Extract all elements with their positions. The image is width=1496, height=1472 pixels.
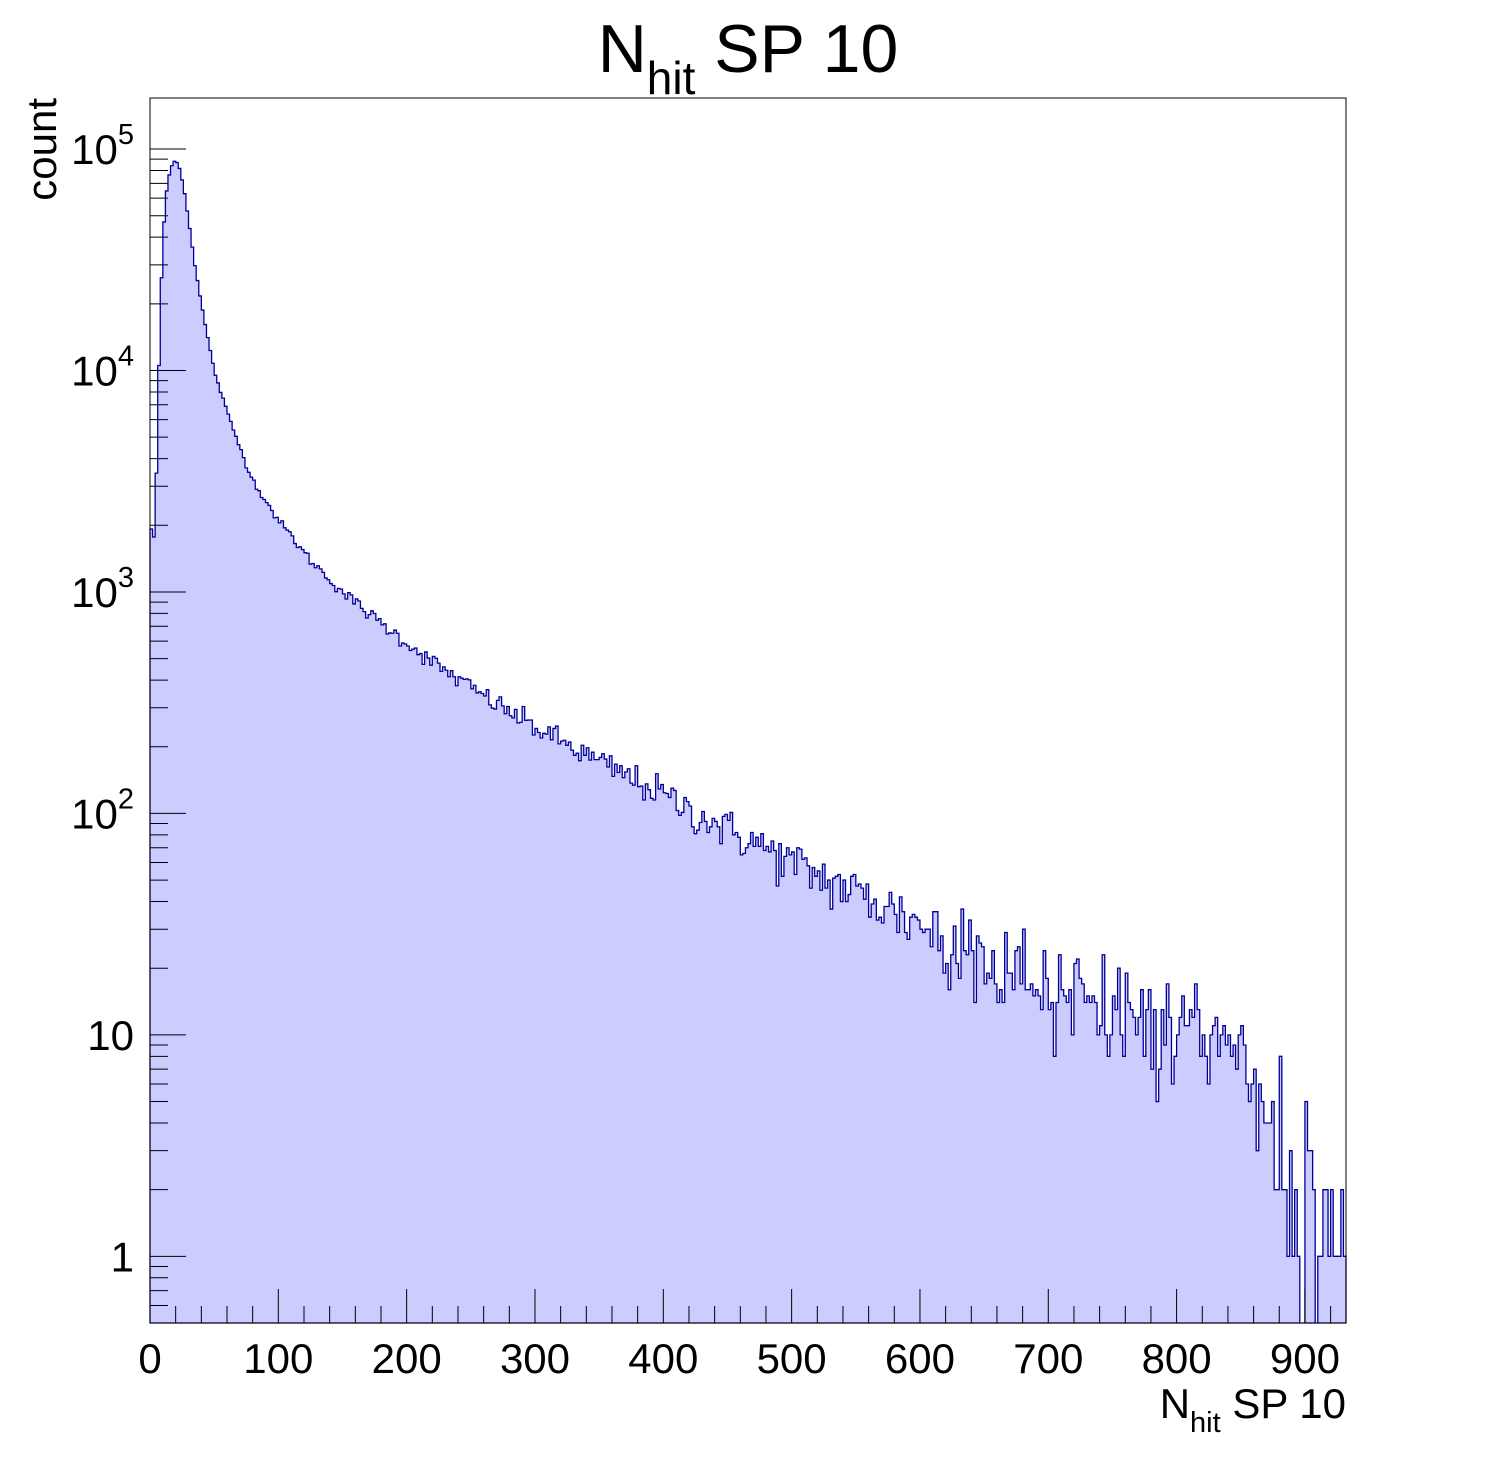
x-tick-label: 600 bbox=[885, 1335, 955, 1382]
x-tick-label: 0 bbox=[138, 1335, 161, 1382]
x-tick-label: 200 bbox=[372, 1335, 442, 1382]
y-tick-label: 102 bbox=[71, 783, 134, 837]
title-rest: SP 10 bbox=[695, 11, 898, 87]
title-main: N bbox=[598, 11, 647, 87]
xlabel-rest: SP 10 bbox=[1221, 1380, 1346, 1427]
x-tick-label: 800 bbox=[1142, 1335, 1212, 1382]
x-tick-label: 500 bbox=[757, 1335, 827, 1382]
y-axis-label: count bbox=[18, 98, 65, 201]
y-tick-label: 105 bbox=[71, 119, 134, 173]
xlabel-main: N bbox=[1160, 1380, 1190, 1427]
y-tick-label: 1 bbox=[111, 1233, 134, 1280]
x-tick-label: 400 bbox=[628, 1335, 698, 1382]
x-tick-label: 900 bbox=[1270, 1335, 1340, 1382]
y-tick-label: 104 bbox=[71, 340, 134, 394]
histogram-area bbox=[149, 160, 1347, 1324]
histogram-bars bbox=[149, 160, 1347, 1324]
x-tick-label: 300 bbox=[500, 1335, 570, 1382]
x-axis-label: Nhit SP 10 bbox=[1160, 1380, 1346, 1439]
x-tick-label: 700 bbox=[1013, 1335, 1083, 1382]
xlabel-subscript: hit bbox=[1190, 1407, 1221, 1439]
y-axis: 1 10 102 103 104 105 bbox=[71, 119, 186, 1324]
x-axis: 0 100 200 300 400 500 600 700 800 900 bbox=[138, 1289, 1340, 1382]
y-tick-label: 103 bbox=[71, 562, 134, 616]
chart-title: Nhit SP 10 bbox=[598, 11, 899, 104]
plot-frame bbox=[149, 97, 1347, 1324]
y-tick-label: 10 bbox=[87, 1012, 134, 1059]
x-tick-label: 100 bbox=[243, 1335, 313, 1382]
title-subscript: hit bbox=[647, 52, 696, 104]
